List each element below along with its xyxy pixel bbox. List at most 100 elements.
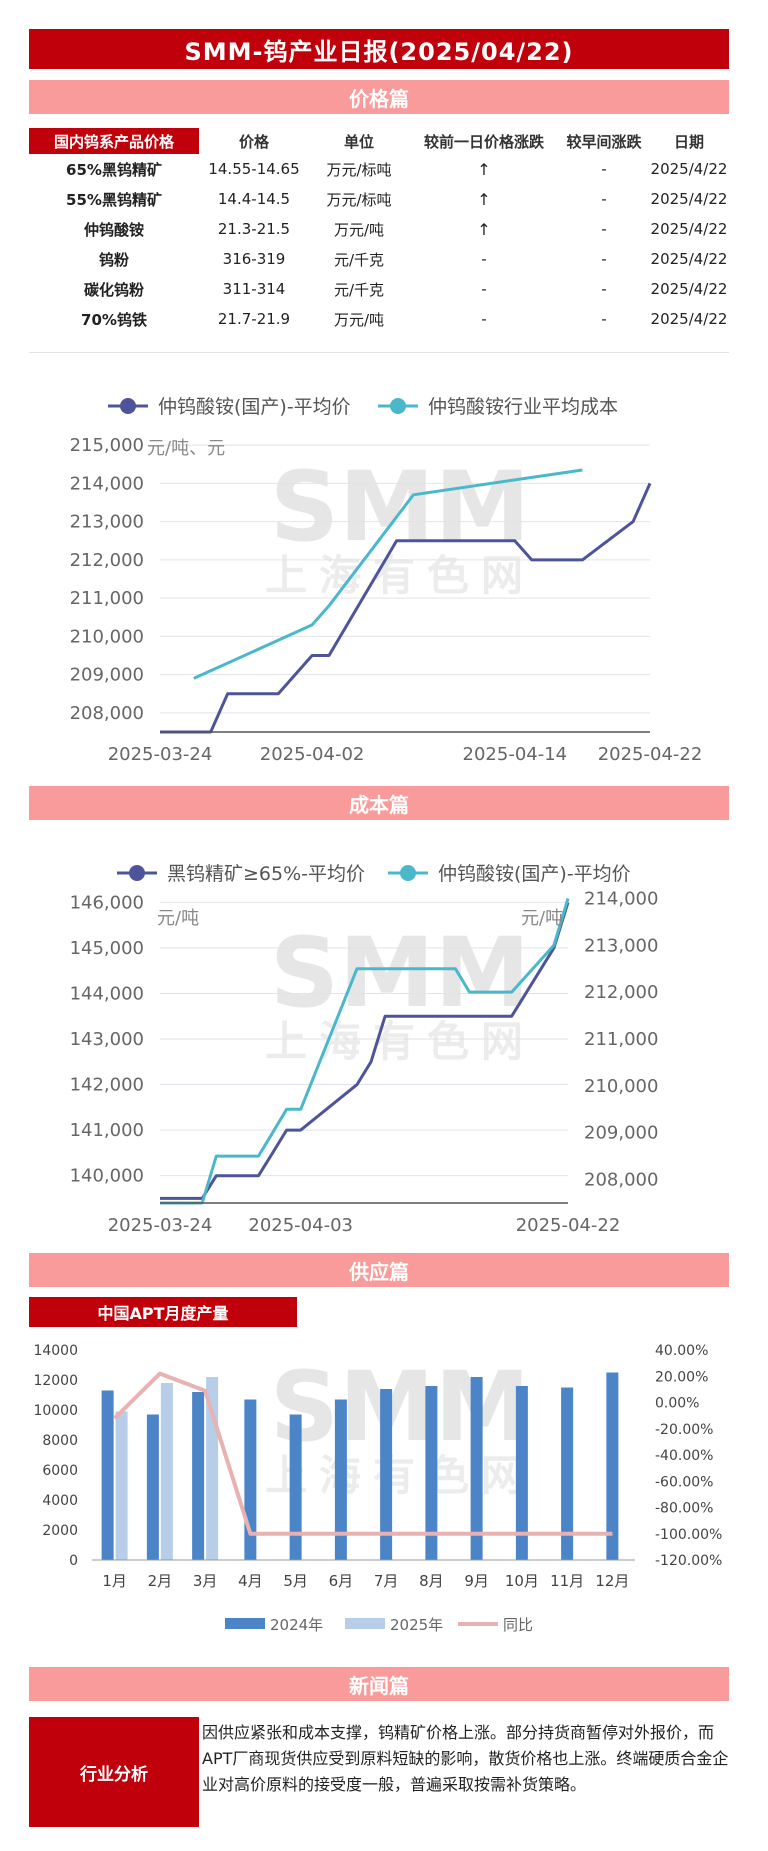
y2-tick-label: -20.00% <box>655 1422 713 1438</box>
x-tick-label: 7月 <box>374 1572 399 1590</box>
y2-tick-label: 214,000 <box>584 888 658 909</box>
product-name: 仲钨酸铵 <box>83 220 144 239</box>
y-tick-label: 14000 <box>33 1343 78 1359</box>
y-tick-label: 145,000 <box>70 938 144 959</box>
watermark: SMM 上海有色网 <box>265 451 530 600</box>
bar-2024 <box>289 1414 302 1560</box>
watermark-brand: SMM <box>270 917 530 1029</box>
header-price: 价格 <box>238 132 269 151</box>
y-tick-label: 209,000 <box>70 665 144 686</box>
y-tick-label: 142,000 <box>70 1075 144 1096</box>
y-tick-label: 213,000 <box>70 512 144 533</box>
y-axis-label: 元/吨 <box>157 908 199 929</box>
legend-swatch-dot <box>400 865 416 881</box>
x-tick-label: 2025-04-02 <box>260 744 365 765</box>
y-tick-label: 210,000 <box>70 626 144 647</box>
price-value: 316-319 <box>222 250 286 268</box>
apt-price-cost-chart: SMM 上海有色网 208,000 209,000 210,000 211,000 21… <box>70 396 703 765</box>
y2-tick-label: 20.00% <box>655 1369 708 1385</box>
legend-swatch <box>345 1618 385 1629</box>
y-tick-label: 208,000 <box>70 703 144 724</box>
y-tick-label: 146,000 <box>70 892 144 913</box>
product-name: 70%钨铁 <box>81 310 147 329</box>
legend-swatch-dot <box>390 398 406 414</box>
morning-change: - <box>601 190 607 208</box>
price-value: 21.3-21.5 <box>217 220 291 238</box>
legend-swatch-dot <box>129 865 145 881</box>
date-value: 2025/4/22 <box>650 220 728 238</box>
y2-tick-label: 0.00% <box>655 1396 699 1412</box>
unit-value: 万元/标吨 <box>326 190 392 209</box>
price-value: 14.4-14.5 <box>217 190 291 208</box>
legend-label: 同比 <box>503 1616 533 1634</box>
table-row: 仲钨酸铵 21.3-21.5 万元/吨 ↑ - 2025/4/22 <box>29 214 729 244</box>
y2-tick-label: 213,000 <box>584 935 658 956</box>
bar-2024 <box>470 1377 483 1560</box>
dod-change: - <box>481 280 487 298</box>
date-value: 2025/4/22 <box>650 160 728 178</box>
unit-value: 万元/吨 <box>333 220 385 239</box>
legend-label: 2025年 <box>390 1616 443 1634</box>
y2-tick-label: 212,000 <box>584 982 658 1003</box>
y2-tick-label: 209,000 <box>584 1123 658 1144</box>
dod-change: ↑ <box>477 219 491 239</box>
x-tick-label: 5月 <box>283 1572 308 1590</box>
header-unit: 单位 <box>343 132 374 151</box>
y2-axis-label: 元/吨 <box>521 908 563 929</box>
watermark-cn: 上海有色网 <box>265 1451 535 1500</box>
date-value: 2025/4/22 <box>650 310 728 328</box>
yoy-line <box>113 1371 613 1536</box>
section-cost: 成本篇 <box>29 786 729 820</box>
unit-value: 元/千克 <box>333 280 385 299</box>
x-tick-label: 8月 <box>419 1572 444 1590</box>
y-tick-label: 2000 <box>42 1523 78 1539</box>
x-tick-label: 4月 <box>238 1572 263 1590</box>
y-tick-label: 6000 <box>42 1463 78 1479</box>
watermark-brand: SMM <box>270 451 530 563</box>
product-name: 钨粉 <box>98 250 129 269</box>
y2-tick-label: 40.00% <box>655 1343 708 1359</box>
morning-change: - <box>601 310 607 328</box>
morning-change: - <box>601 280 607 298</box>
product-name: 65%黑钨精矿 <box>66 160 162 179</box>
bar-2024 <box>192 1392 205 1560</box>
y-tick-label: 215,000 <box>70 435 144 456</box>
y-tick-label: 8000 <box>42 1433 78 1449</box>
morning-change: - <box>601 220 607 238</box>
x-tick-label: 2025-03-24 <box>108 744 213 765</box>
x-tick-label: 2025-03-24 <box>108 1215 213 1236</box>
watermark-cn: 上海有色网 <box>265 1017 535 1066</box>
table-row: 碳化钨粉 311-314 元/千克 - - 2025/4/22 <box>29 274 729 304</box>
page-title: SMM-钨产业日报(2025/04/22) <box>29 29 729 69</box>
date-value: 2025/4/22 <box>650 280 728 298</box>
y-tick-label: 0 <box>69 1553 78 1569</box>
bar-2025 <box>160 1383 173 1560</box>
morning-change: - <box>601 250 607 268</box>
bar-2024 <box>515 1386 528 1560</box>
y-tick-label: 10000 <box>33 1403 78 1419</box>
legend-label: 仲钨酸铵(国产)-平均价 <box>438 863 631 885</box>
price-value: 311-314 <box>222 280 286 298</box>
y-tick-label: 140,000 <box>70 1166 144 1187</box>
table-row: 70%钨铁 21.7-21.9 万元/吨 - - 2025/4/22 <box>29 304 729 334</box>
y-tick-label: 4000 <box>42 1493 78 1509</box>
watermark: SMM 上海有色网 <box>265 1351 535 1500</box>
x-tick-label: 2025-04-14 <box>463 744 568 765</box>
x-tick-label: 2025-04-03 <box>248 1215 353 1236</box>
bar-2025 <box>115 1411 128 1560</box>
dod-change: ↑ <box>477 159 491 179</box>
unit-value: 万元/标吨 <box>326 160 392 179</box>
bar-2024 <box>244 1399 257 1560</box>
legend-swatch <box>225 1618 265 1629</box>
bar-2024 <box>380 1389 393 1560</box>
y-tick-label: 143,000 <box>70 1029 144 1050</box>
x-tick-label: 6月 <box>329 1572 354 1590</box>
price-value: 21.7-21.9 <box>217 310 291 328</box>
ore-vs-apt-chart: SMM 上海有色网 140,000 141,000 142,000 143,000 14… <box>70 863 659 1236</box>
legend-label: 仲钨酸铵(国产)-平均价 <box>158 396 351 418</box>
bar-2024 <box>101 1390 114 1560</box>
y2-tick-label: -120.00% <box>655 1553 722 1569</box>
price-table-header: 国内钨系产品价格 价格 单位 较前一日价格涨跌 较早间涨跌 日期 <box>29 128 729 154</box>
y2-tick-label: -100.00% <box>655 1527 722 1543</box>
news-label: 行业分析 <box>29 1717 199 1827</box>
